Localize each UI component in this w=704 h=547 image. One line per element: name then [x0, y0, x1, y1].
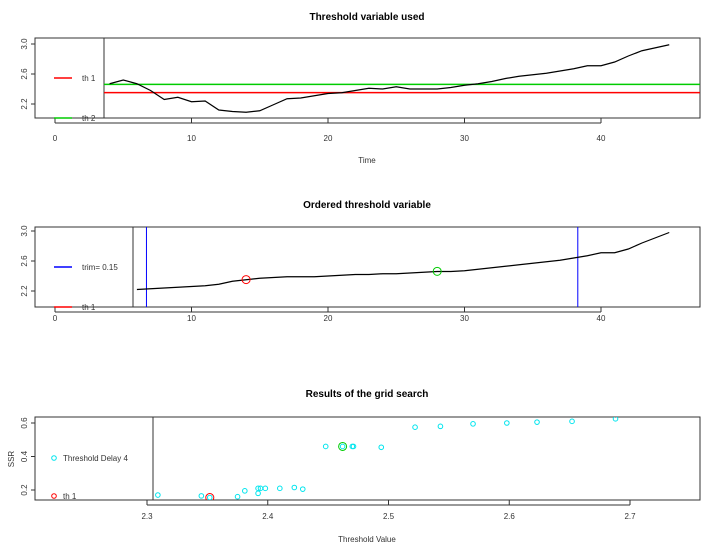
- x-tick-label: 0: [53, 314, 58, 323]
- data-point: [234, 493, 241, 500]
- data-point: [277, 485, 283, 492]
- data-point: [255, 490, 261, 497]
- plot-box: [34, 37, 701, 119]
- y-tick-label: 2.6: [20, 68, 29, 80]
- panel-title: Ordered threshold variable: [303, 200, 431, 211]
- data-point: [437, 423, 444, 430]
- threshold-marker: [241, 275, 251, 285]
- data-point: [569, 418, 575, 425]
- legend-key-th1: [51, 493, 57, 499]
- legend-label-th1: th 1: [63, 492, 77, 501]
- y-tick-label: 2.6: [20, 255, 29, 267]
- x-tick-label: 30: [460, 314, 469, 323]
- plot-box: [34, 416, 701, 501]
- panel-grid-search: Results of the grid search Threshold Val…: [7, 389, 701, 544]
- data-point: [242, 488, 248, 494]
- x-axis-label: Time: [358, 156, 376, 165]
- data-point: [299, 486, 306, 492]
- plot-area: [136, 227, 670, 307]
- x-tick-label: 2.4: [262, 512, 274, 521]
- data-point: [339, 443, 346, 450]
- panel-title: Threshold variable used: [309, 12, 424, 23]
- threshold-marker: [205, 493, 215, 500]
- panel-title: Results of the grid search: [306, 389, 429, 400]
- x-tick-label: 2.3: [141, 512, 153, 521]
- x-tick-label: 2.6: [504, 512, 516, 521]
- data-point: [198, 493, 205, 499]
- y-tick-label: 3.0: [20, 38, 29, 50]
- plot-area: [155, 417, 619, 500]
- x-axis-label: Threshold Value: [338, 535, 396, 544]
- x-tick-label: 10: [187, 314, 196, 323]
- data-point: [612, 417, 619, 422]
- data-point: [534, 419, 540, 425]
- x-tick-label: 10: [187, 134, 196, 143]
- legend-label-delay: Threshold Delay 4: [63, 454, 128, 463]
- data-point: [322, 443, 329, 450]
- y-tick-label: 2.2: [20, 98, 29, 110]
- x-tick-label: 40: [597, 314, 606, 323]
- y-tick-label: 0.6: [20, 417, 29, 429]
- x-tick-label: 30: [460, 134, 469, 143]
- y-tick-label: 0.2: [20, 484, 29, 496]
- y-tick-label: 2.2: [20, 285, 29, 297]
- x-tick-label: 2.5: [383, 512, 395, 521]
- plot-area: [104, 44, 700, 113]
- y-tick-label: 3.0: [20, 225, 29, 237]
- data-point: [262, 485, 269, 492]
- series-line: [136, 231, 670, 291]
- legend-label-trim: trim= 0.15: [82, 263, 118, 272]
- x-tick-label: 20: [324, 314, 333, 323]
- data-point: [504, 420, 510, 426]
- legend-key-delay: [51, 455, 57, 461]
- y-tick-label: 0.4: [20, 450, 29, 462]
- data-point: [155, 492, 161, 498]
- x-tick-label: 2.7: [624, 512, 636, 521]
- data-point: [350, 443, 357, 450]
- x-tick-label: 20: [324, 134, 333, 143]
- threshold-marker: [338, 441, 348, 451]
- legend-label-th1: th 1: [82, 74, 96, 83]
- x-tick-label: 40: [597, 134, 606, 143]
- series-line: [109, 44, 670, 113]
- x-tick-label: 0: [53, 134, 58, 143]
- y-axis-label: SSR: [7, 451, 16, 468]
- panel-ordered-threshold: Ordered threshold variable trim= 0.15 th…: [20, 200, 701, 323]
- data-point: [206, 494, 213, 500]
- data-point: [470, 421, 476, 427]
- panel-threshold-variable: Threshold variable used Time th 1 th 2 0…: [20, 12, 701, 165]
- plot-box: [34, 226, 701, 308]
- data-point: [291, 484, 298, 491]
- threshold-marker: [432, 266, 442, 276]
- data-point: [412, 424, 418, 430]
- data-point: [255, 485, 261, 492]
- data-point: [378, 444, 385, 451]
